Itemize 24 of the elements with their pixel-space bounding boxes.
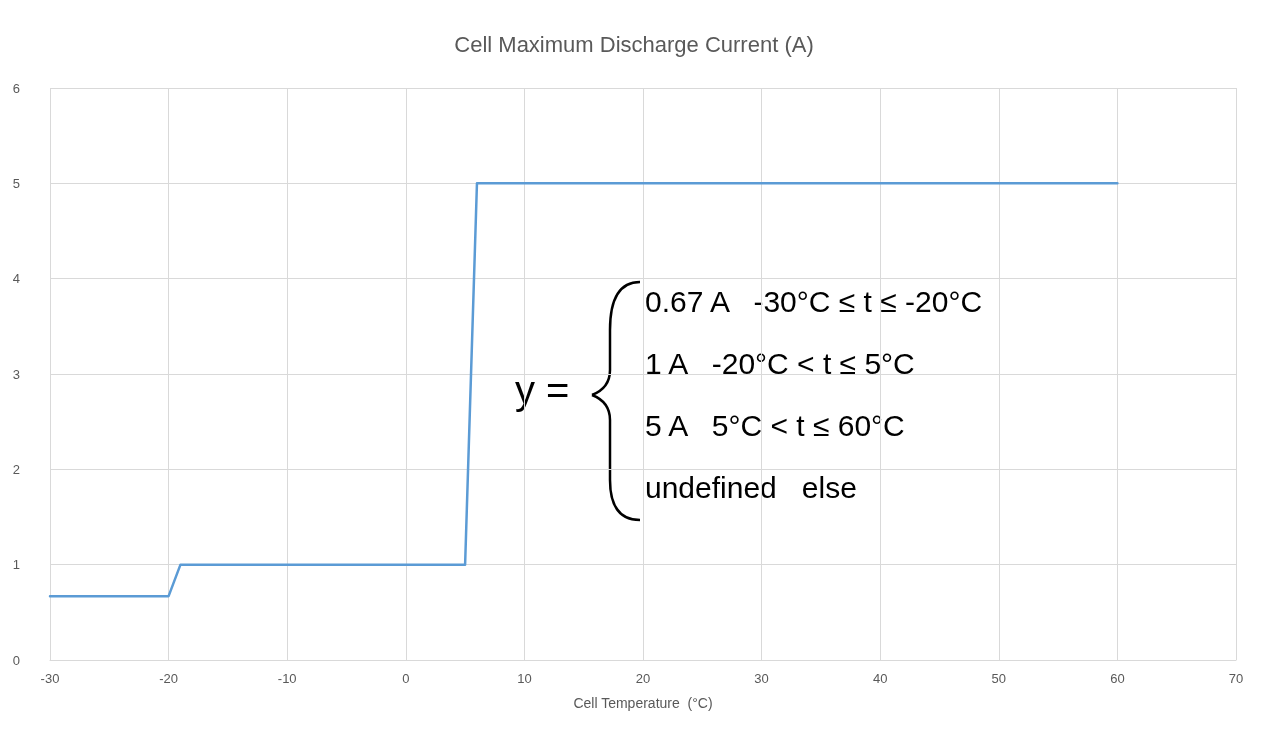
x-tick-label: 40 (872, 671, 888, 686)
x-tick-label: -30 (40, 671, 60, 686)
x-tick-label: -10 (277, 671, 297, 686)
y-tick-label: 3 (12, 366, 20, 382)
annotation: undefined else (645, 470, 857, 504)
x-tick-label: -20 (159, 671, 178, 686)
y-tick-label: 2 (12, 461, 20, 477)
x-tick-label: 30 (754, 671, 769, 686)
x-tick-label: 50 (991, 671, 1007, 686)
x-axis-title: Cell Temperature (°C) (573, 695, 713, 711)
annotation: 0.67 A -30°C ≤ t ≤ -20°C (645, 284, 983, 318)
x-tick-label: 10 (517, 671, 532, 686)
y-tick-label: 5 (12, 175, 20, 191)
y-tick-label: 4 (12, 271, 20, 287)
x-tick-label: 20 (635, 671, 651, 686)
x-tick-label: 60 (1110, 671, 1125, 686)
x-tick-label: 70 (1228, 671, 1244, 686)
chart-title: Cell Maximum Discharge Current (A) (454, 31, 814, 57)
y-tick-label: 0 (12, 652, 20, 668)
x-tick-label: 0 (402, 671, 410, 686)
y-tick-label: 1 (12, 557, 20, 573)
annotation: 1 A -20°C < t ≤ 5°C (645, 346, 915, 380)
annotation: 5 A 5°C < t ≤ 60°C (645, 408, 905, 442)
y-tick-label: 6 (12, 80, 20, 96)
